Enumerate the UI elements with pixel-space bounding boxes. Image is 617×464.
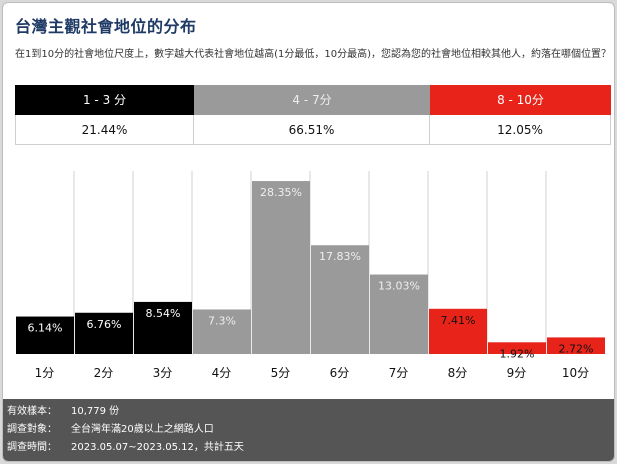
bar-1 xyxy=(16,316,74,354)
footer-row-sample: 有效樣本： 10,779 份 xyxy=(7,403,119,421)
footer-row-target: 調查對象： 全台灣年滿20歲以上之網路人口 xyxy=(7,421,214,439)
data-label-9: 1.92% xyxy=(500,347,535,360)
x-tick-label-7: 7分 xyxy=(389,366,409,380)
summary-value-low: 21.44% xyxy=(15,115,194,145)
data-label-8: 7.41% xyxy=(441,314,476,327)
bar-10 xyxy=(547,337,605,354)
bar-7 xyxy=(370,274,428,354)
data-label-4: 7.3% xyxy=(208,314,236,327)
x-tick-label-3: 3分 xyxy=(153,366,173,380)
target-value: 全台灣年滿20歲以上之網路人口 xyxy=(71,424,214,435)
x-tick-label-1: 1分 xyxy=(35,366,55,380)
bar-4 xyxy=(193,309,251,354)
data-label-6: 17.83% xyxy=(319,250,361,263)
footer-row-period: 調查時間： 2023.05.07~2023.05.12，共計五天 xyxy=(7,439,244,457)
summary-header-low: 1 - 3 分 xyxy=(15,85,194,115)
x-tick-label-2: 2分 xyxy=(94,366,114,380)
bar-chart: 6.14% 1分 6.76% 2分 8.54% 3分 7.3% 4分 28.35% 5分 17.83… xyxy=(16,171,605,380)
sample-value: 10,779 份 xyxy=(71,406,120,417)
bar-6 xyxy=(311,245,369,354)
data-label-3: 8.54% xyxy=(146,307,181,320)
summary-header-mid: 4 - 7分 xyxy=(194,85,430,115)
x-tick-label-10: 10分 xyxy=(562,366,589,380)
bar-5 xyxy=(252,181,310,354)
data-label-2: 6.76% xyxy=(87,318,122,331)
target-label: 調查對象： xyxy=(7,424,57,435)
data-label-5: 28.35% xyxy=(260,186,302,199)
x-tick-label-8: 8分 xyxy=(448,366,468,380)
period-label: 調查時間： xyxy=(7,442,57,453)
x-tick-label-4: 4分 xyxy=(212,366,232,380)
survey-info-footer: 有效樣本： 10,779 份 調查對象： 全台灣年滿20歲以上之網路人口 調查時間：… xyxy=(3,399,614,461)
data-label-1: 6.14% xyxy=(28,322,63,335)
summary-value-mid: 66.51% xyxy=(194,115,430,145)
page-subtitle: 在1到10分的社會地位尺度上，數字越大代表社會地位越高(1分最低，10分最高)，… xyxy=(15,49,611,60)
x-tick-label-9: 9分 xyxy=(507,366,527,380)
x-tick-label-5: 5分 xyxy=(271,366,291,380)
bar-2 xyxy=(75,312,133,354)
summary-header-high: 8 - 10分 xyxy=(430,85,611,115)
data-label-7: 13.03% xyxy=(378,280,420,293)
bar-9 xyxy=(488,342,546,354)
summary-table: 1 - 3 分 4 - 7分 8 - 10分 21.44% 66.51% 12.… xyxy=(15,85,611,145)
sample-label: 有效樣本： xyxy=(7,406,57,417)
bar-3 xyxy=(134,301,192,354)
bar-8 xyxy=(429,308,487,354)
page-title: 台灣主觀社會地位的分布 xyxy=(15,17,197,36)
data-label-10: 2.72% xyxy=(559,342,594,355)
period-value: 2023.05.07~2023.05.12，共計五天 xyxy=(71,442,244,453)
summary-value-high: 12.05% xyxy=(430,115,611,145)
x-tick-label-6: 6分 xyxy=(330,366,350,380)
